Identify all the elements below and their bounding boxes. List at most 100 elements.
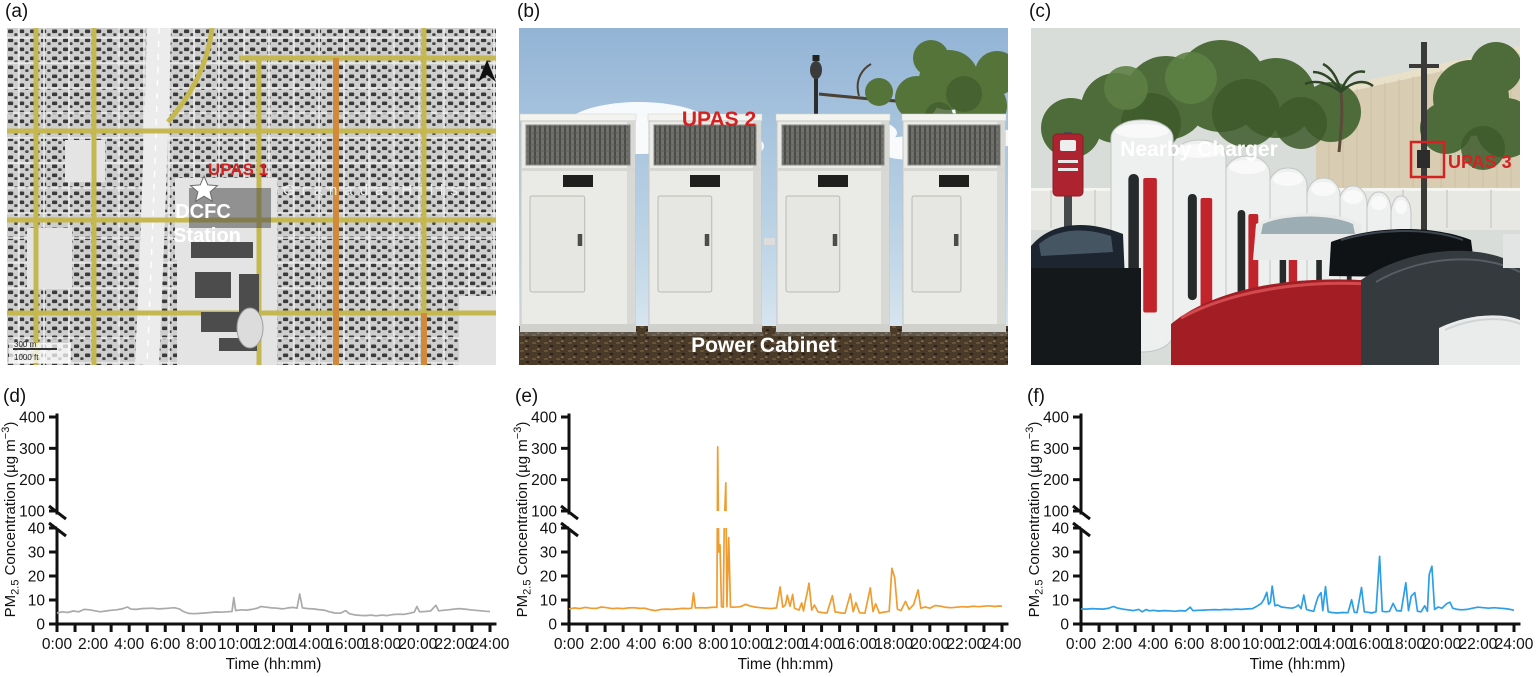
y-tick-label: 0	[548, 617, 557, 634]
x-tick-label: 14:00	[1314, 636, 1353, 653]
axis-break-mark	[560, 521, 579, 538]
x-tick-label: 4:00	[1138, 636, 1169, 653]
station-label-line2: Station	[173, 225, 241, 247]
x-tick-label: 12:00	[1278, 636, 1317, 653]
y-tick-label: 100	[531, 504, 557, 521]
power-cabinets	[519, 113, 1007, 336]
scale-metric-label: 300 m	[14, 340, 37, 349]
y-tick-label: 30	[540, 545, 558, 562]
x-tick-label: 24:00	[471, 636, 510, 653]
cabinet-door	[911, 195, 962, 293]
nearby-charger-caption: Nearby Charger	[1120, 138, 1278, 161]
photo-row: (a)	[5, 1, 1520, 365]
x-tick-label: 2:00	[78, 636, 109, 653]
curved-boulevard	[166, 28, 215, 124]
cabinet-label-plate	[563, 175, 593, 187]
series-line-lower-segment	[56, 593, 491, 617]
power-cabinet	[775, 113, 891, 336]
x-tick-label: 0:00	[1066, 636, 1097, 653]
y-tick-label: 20	[1052, 569, 1070, 586]
cabinet-label-plate	[939, 175, 969, 187]
car-white	[1439, 315, 1520, 365]
x-tick-label: 16:00	[838, 636, 877, 653]
parked-cars	[1031, 213, 1520, 365]
distant-car	[764, 238, 775, 245]
y-axis-label: PM2.5 Concentration (µg m−3)	[1024, 422, 1046, 618]
x-tick-label: 8:00	[698, 636, 729, 653]
y-tick-label: 30	[28, 545, 46, 562]
upas1-label: UPAS 1	[208, 160, 268, 179]
x-tick-label: 8:00	[186, 636, 217, 653]
tesla-sign-post	[1052, 132, 1084, 292]
x-tick-label: 6:00	[1174, 636, 1205, 653]
y-tick-label: 400	[19, 410, 45, 427]
series-line-lower-segment	[1080, 555, 1515, 614]
y-tick-label: 400	[531, 410, 557, 427]
x-tick-label: 18:00	[874, 636, 913, 653]
cabinet-door	[785, 195, 841, 293]
chart-panel-label: (e)	[515, 386, 538, 407]
x-tick-label: 10:00	[218, 636, 257, 653]
power-cabinet	[901, 113, 1007, 336]
upas3-marker-box	[1409, 140, 1446, 179]
y-tick-label: 100	[19, 504, 45, 521]
panel-label-a: (a)	[5, 1, 29, 22]
y-axis-label: PM2.5 Concentration (µg m−3)	[0, 422, 22, 618]
freeway-lane-line	[146, 28, 160, 365]
x-tick-label: 4:00	[114, 636, 145, 653]
power-cabinet-caption: Power Cabinet	[691, 334, 837, 357]
door-handle	[704, 234, 710, 246]
cabinet-label-plate	[690, 175, 720, 187]
door-handle	[577, 234, 583, 246]
panel-label-c: (c)	[1029, 1, 1052, 22]
charger-pillar	[1172, 139, 1227, 345]
y-tick-label: 0	[1060, 617, 1069, 634]
power-cabinet-photo: UPAS 2 Power Cabinet	[519, 28, 1008, 365]
axis-break-mark	[560, 504, 579, 521]
x-axis-label: Time (hh:mm)	[1250, 656, 1346, 673]
upas3-device	[1417, 150, 1430, 168]
y-tick-label: 20	[28, 569, 46, 586]
y-tick-label: 10	[540, 593, 558, 610]
x-tick-label: 24:00	[983, 636, 1022, 653]
series-line-lower-segment	[568, 528, 1003, 615]
x-tick-label: 14:00	[290, 636, 329, 653]
x-tick-label: 18:00	[362, 636, 401, 653]
charger-red-stripe	[1143, 178, 1157, 313]
x-tick-label: 22:00	[435, 636, 474, 653]
x-tick-label: 20:00	[910, 636, 949, 653]
panel-f: 0 10 20 30 40 100 200 300 400 0:00 2:00 4:00 6:00 8:0…	[1024, 385, 1536, 677]
station-star-marker	[189, 174, 219, 203]
mulch-ground	[519, 326, 1008, 365]
x-tick-label: 22:00	[947, 636, 986, 653]
axis-break-mark	[48, 521, 67, 538]
map-track-oval	[236, 307, 264, 349]
x-tick-label: 0:00	[554, 636, 585, 653]
chart-row: 0 10 20 30 40 100 200 300 400 0:00 2:00 4:00 6:00 8:0…	[0, 385, 1536, 677]
x-tick-label: 2:00	[590, 636, 621, 653]
power-cabinet	[519, 113, 637, 336]
charger-photo: UPAS 3 Nearby Charger	[1031, 28, 1520, 365]
x-tick-label: 16:00	[1350, 636, 1389, 653]
y-tick-label: 200	[1043, 472, 1069, 489]
y-tick-label: 400	[1043, 410, 1069, 427]
y-tick-label: 300	[531, 441, 557, 458]
door-handle	[832, 234, 838, 246]
y-axis-label: PM2.5 Concentration (µg m−3)	[512, 422, 534, 618]
scale-imperial-label: 1000 ft	[14, 353, 39, 362]
y-tick-label: 40	[1052, 521, 1070, 538]
palm-tree	[1304, 62, 1374, 153]
cabinet-door	[529, 195, 586, 293]
x-tick-label: 2:00	[1102, 636, 1133, 653]
y-tick-label: 300	[1043, 441, 1069, 458]
cabinet-door	[657, 195, 713, 293]
map-buildings	[189, 188, 271, 351]
x-tick-label: 18:00	[1386, 636, 1425, 653]
door-handle	[953, 234, 959, 246]
x-tick-label: 10:00	[730, 636, 769, 653]
y-tick-label: 200	[19, 472, 45, 489]
